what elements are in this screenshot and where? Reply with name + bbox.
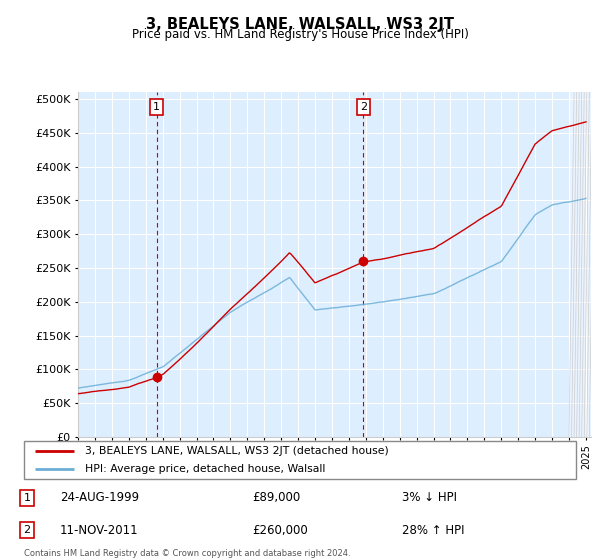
Text: 28% ↑ HPI: 28% ↑ HPI <box>402 524 464 537</box>
Text: Contains HM Land Registry data © Crown copyright and database right 2024.
This d: Contains HM Land Registry data © Crown c… <box>24 549 350 560</box>
Text: 24-AUG-1999: 24-AUG-1999 <box>60 491 139 505</box>
Text: 3, BEALEYS LANE, WALSALL, WS3 2JT: 3, BEALEYS LANE, WALSALL, WS3 2JT <box>146 17 454 32</box>
Text: 2: 2 <box>360 102 367 112</box>
Text: HPI: Average price, detached house, Walsall: HPI: Average price, detached house, Wals… <box>85 464 325 474</box>
Text: 3, BEALEYS LANE, WALSALL, WS3 2JT (detached house): 3, BEALEYS LANE, WALSALL, WS3 2JT (detac… <box>85 446 388 456</box>
Text: £260,000: £260,000 <box>252 524 308 537</box>
Text: £89,000: £89,000 <box>252 491 300 505</box>
Text: Price paid vs. HM Land Registry's House Price Index (HPI): Price paid vs. HM Land Registry's House … <box>131 28 469 41</box>
Text: 3% ↓ HPI: 3% ↓ HPI <box>402 491 457 505</box>
Bar <box>569 92 591 437</box>
Text: 2: 2 <box>23 525 31 535</box>
Text: 1: 1 <box>23 493 31 503</box>
Text: 11-NOV-2011: 11-NOV-2011 <box>60 524 139 537</box>
Text: 1: 1 <box>153 102 160 112</box>
